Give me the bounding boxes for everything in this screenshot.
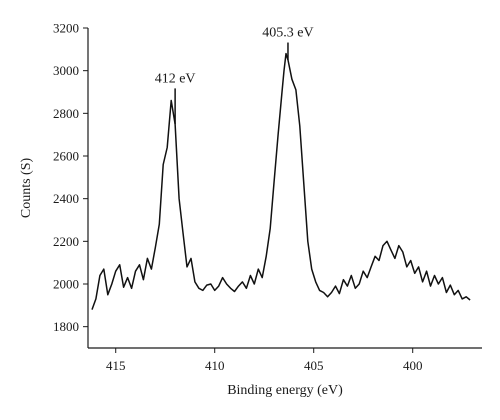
y-tick-label-2600: 2600 <box>53 149 79 164</box>
series-line <box>91 52 471 310</box>
y-tick-label-2200: 2200 <box>53 234 79 249</box>
plot-area: 415 410 405 400 1800 2000 2200 2400 2600 2800 300… <box>53 21 482 373</box>
x-axis-title: Binding energy (eV) <box>227 383 343 398</box>
y-tick-label-2000: 2000 <box>53 277 79 292</box>
y-tick-label-2800: 2800 <box>53 106 79 121</box>
peak-annotations: 412 eV 405.3 eV <box>155 26 314 124</box>
y-tick-label-1800: 1800 <box>53 319 79 334</box>
peak-label-1: 412 eV <box>155 71 196 86</box>
y-axis-ticks: 1800 2000 2200 2400 2600 2800 3000 3200 <box>53 21 88 334</box>
peak-label-2: 405.3 eV <box>262 26 313 41</box>
y-tick-label-2400: 2400 <box>53 191 79 206</box>
x-tick-label-410: 410 <box>205 358 225 373</box>
y-tick-label-3000: 3000 <box>53 63 79 78</box>
x-axis-ticks: 415 410 405 400 <box>106 348 422 373</box>
y-tick-label-3200: 3200 <box>53 21 79 36</box>
y-axis-title: Counts (S) <box>19 158 34 219</box>
x-tick-label-400: 400 <box>403 358 423 373</box>
x-tick-label-405: 405 <box>304 358 324 373</box>
x-tick-label-415: 415 <box>106 358 126 373</box>
